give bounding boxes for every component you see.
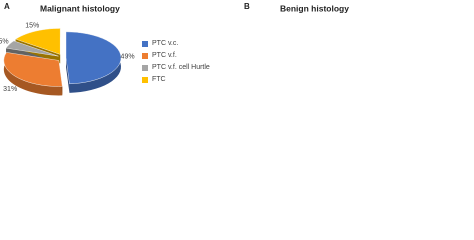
legend-item: PTC v.f. — [142, 52, 237, 60]
legend-label: PTC v.f. cell Hurtle — [152, 64, 210, 71]
pie-slice — [5, 40, 59, 57]
data-label: 5% — [0, 38, 9, 45]
chart-title: Malignant histology — [40, 3, 120, 13]
legend-swatch — [142, 41, 148, 47]
legend-label: FTC — [152, 76, 166, 83]
legend-item: PTC v.c. — [142, 40, 237, 48]
panel-label: B — [244, 2, 250, 11]
data-label: 31% — [3, 86, 17, 93]
pie-slice — [3, 52, 63, 87]
chart: A Malignant histology 49% 31% 5% 15% B Benign h… — [0, 2, 349, 96]
pie-slice-wall — [65, 57, 70, 93]
legend-item: PTC v.f. cell Hurtle — [142, 64, 237, 72]
legend-item: FTC — [142, 76, 237, 84]
data-label: 15% — [25, 22, 39, 29]
panel-label: A — [4, 2, 10, 11]
chart-title: Benign histology — [280, 3, 349, 13]
legend-swatch — [142, 77, 148, 83]
legend-swatch — [142, 53, 148, 59]
pie-slice — [65, 31, 122, 85]
legend-swatch — [142, 65, 148, 71]
pie-slice — [15, 28, 61, 55]
data-label: 49% — [121, 54, 135, 61]
legend-label: PTC v.f. — [152, 52, 177, 59]
legend: PTC v.c. PTC v.f. PTC v.f. cell Hurtle FTC — [142, 40, 237, 88]
figure: A Malignant histology 49% 31% 5% 15% B Benign h… — [0, 2, 349, 96]
legend-label: PTC v.c. — [152, 40, 179, 47]
pie-slice-side — [3, 52, 63, 96]
